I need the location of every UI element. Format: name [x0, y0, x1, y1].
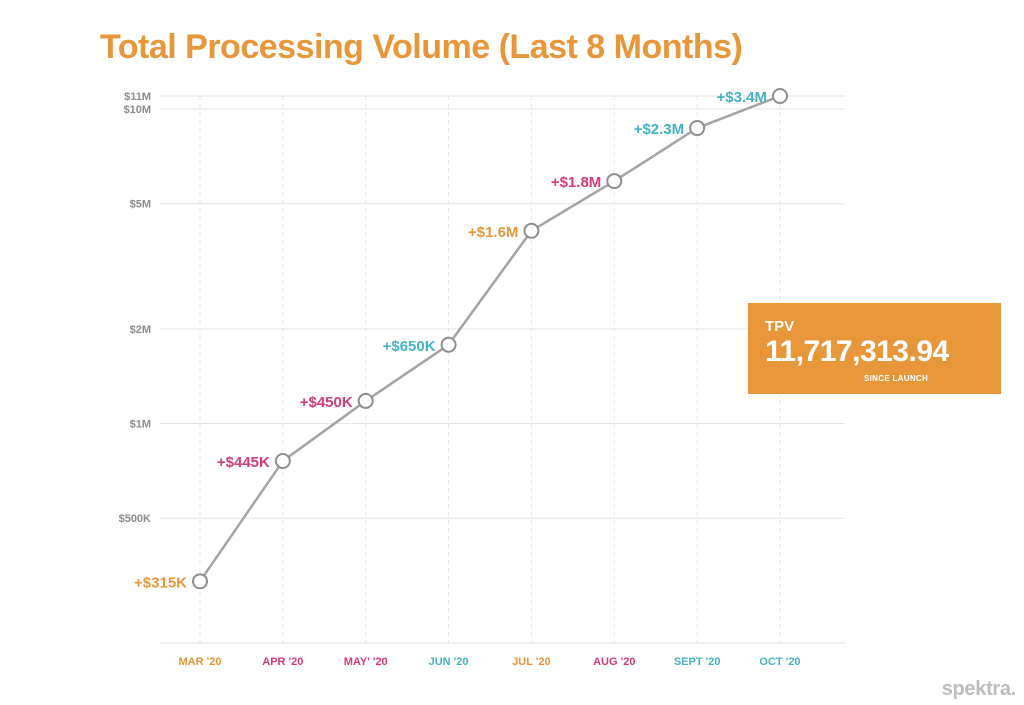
chart-title: Total Processing Volume (Last 8 Months): [100, 28, 743, 66]
y-tick-label: $1M: [130, 419, 151, 431]
data-point: [440, 336, 457, 353]
data-point: [689, 120, 706, 137]
x-tick-label: SEPT '20: [674, 656, 721, 668]
x-tick-label: AUG '20: [593, 656, 635, 668]
data-label: +$650K: [383, 338, 436, 355]
y-tick-label: $5M: [130, 199, 151, 211]
data-point: [192, 573, 208, 590]
tpv-value: 11,717,313.94: [765, 335, 949, 368]
x-tick-label: OCT '20: [759, 656, 800, 668]
data-label: +$2.3M: [634, 121, 684, 138]
tpv-label: TPV: [765, 318, 795, 335]
data-point: [274, 453, 291, 470]
x-tick-label: MAR '20: [179, 656, 222, 668]
data-label: +$1.6M: [468, 224, 518, 241]
spektra-logo: spektra.: [941, 678, 1017, 700]
data-point: [523, 222, 540, 239]
y-tick-label: $10M: [123, 104, 151, 116]
x-tick-label: MAY' '20: [344, 656, 388, 668]
series-line: [198, 94, 781, 583]
x-tick-label: APR '20: [262, 656, 303, 668]
y-tick-label: $11M: [124, 91, 151, 103]
data-label: +$1.8M: [551, 174, 601, 191]
y-tick-label: $500K: [119, 513, 151, 525]
data-label: +$445K: [217, 454, 270, 471]
data-point: [772, 88, 788, 104]
tpv-summary-card: TPV 11,717,313.94 SINCE LAUNCH: [748, 303, 1001, 394]
data-label: +$315K: [134, 574, 187, 591]
data-label: +$3.4M: [717, 89, 767, 106]
tpv-sublabel: SINCE LAUNCH: [864, 374, 929, 383]
x-tick-label: JUL '20: [512, 656, 551, 668]
data-point: [606, 173, 623, 190]
x-tick-label: JUN '20: [429, 656, 469, 668]
y-tick-label: $2M: [130, 324, 151, 336]
data-label: +$450K: [300, 394, 353, 411]
data-point: [357, 392, 374, 409]
